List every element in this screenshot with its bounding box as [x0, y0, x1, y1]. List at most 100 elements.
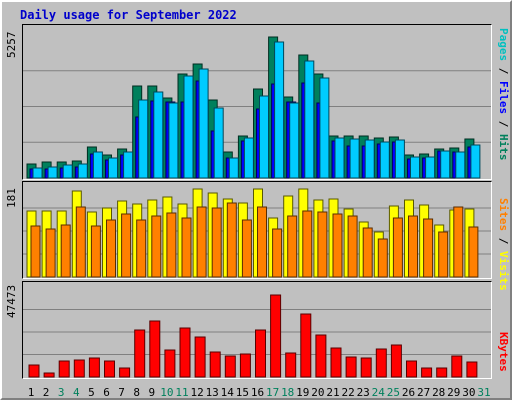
bar-kbytes-day-12 — [194, 336, 206, 378]
bar-kbytes-day-11 — [179, 327, 191, 378]
bar-sites-day-16 — [257, 206, 267, 278]
sites-visits-plot — [23, 188, 491, 278]
day-tick-label: 11 — [175, 386, 189, 399]
day-tick-label: 23 — [356, 386, 370, 399]
bar-sites-day-19 — [302, 210, 313, 278]
day-tick-label: 8 — [133, 386, 140, 399]
bar-kbytes-day-24 — [375, 348, 387, 378]
bar-pages-day-2 — [47, 166, 58, 179]
day-tick-label: 29 — [447, 386, 461, 399]
bar-pages-day-11 — [183, 75, 194, 179]
bar-pages-day-4 — [77, 163, 88, 179]
day-tick-label: 13 — [205, 386, 219, 399]
ymax-label-bottom: 47473 — [5, 284, 18, 318]
bar-kbytes-day-29 — [451, 355, 463, 378]
day-tick-label: 24 — [371, 386, 385, 399]
bar-kbytes-day-10 — [164, 349, 176, 378]
legend-part: Sites — [497, 198, 510, 232]
day-tick-label: 20 — [311, 386, 325, 399]
day-tick-label: 15 — [235, 386, 250, 399]
day-tick-label: 7 — [118, 386, 125, 399]
bar-sites-day-18 — [287, 215, 298, 278]
bar-pages-day-20 — [319, 77, 330, 179]
bar-sites-day-22 — [347, 215, 358, 278]
bar-sites-day-13 — [211, 207, 222, 278]
bar-sites-day-11 — [181, 217, 192, 278]
bar-sites-day-24 — [377, 238, 388, 278]
panel-pages-files-hits — [22, 24, 492, 180]
bar-pages-day-5 — [92, 151, 103, 179]
bar-kbytes-day-28 — [436, 367, 448, 378]
bar-pages-day-14 — [228, 157, 239, 179]
bar-pages-day-26 — [410, 156, 420, 179]
bar-sites-day-23 — [362, 227, 373, 278]
bar-sites-day-1 — [30, 225, 41, 278]
day-tick-label: 19 — [296, 386, 310, 399]
bar-sites-day-7 — [121, 213, 132, 278]
day-tick-label: 2 — [42, 386, 50, 399]
day-tick-label: 26 — [401, 386, 416, 399]
bar-sites-day-27 — [423, 218, 434, 278]
bar-kbytes-day-16 — [255, 329, 266, 378]
bar-kbytes-day-19 — [300, 313, 312, 378]
legend-part: Files — [497, 81, 510, 115]
bar-sites-day-3 — [60, 224, 71, 278]
bar-kbytes-day-26 — [406, 360, 417, 378]
bar-pages-day-19 — [304, 60, 315, 179]
bar-pages-day-12 — [198, 68, 209, 179]
legend-pages-files-hits: Pages / Files / Hits — [497, 28, 510, 161]
bar-sites-day-21 — [332, 213, 343, 278]
bar-kbytes-day-25 — [390, 344, 402, 378]
legend-sites-visits: Sites / Visits — [497, 198, 510, 291]
bar-sites-day-10 — [166, 212, 177, 278]
bar-pages-day-28 — [440, 150, 451, 179]
legend-part: / — [497, 61, 510, 81]
bar-kbytes-day-9 — [149, 320, 161, 378]
day-tick-label: 10 — [160, 386, 174, 399]
bar-pages-day-23 — [364, 139, 375, 179]
bar-pages-day-27 — [425, 156, 436, 179]
bar-pages-day-13 — [213, 107, 224, 179]
bar-sites-day-6 — [106, 219, 116, 278]
day-tick-label: 3 — [57, 386, 65, 399]
day-tick-label: 5 — [88, 386, 95, 399]
bar-kbytes-day-8 — [134, 329, 146, 378]
bar-kbytes-day-4 — [73, 359, 85, 378]
day-tick-label: 14 — [220, 386, 234, 399]
day-tick-label: 9 — [148, 386, 156, 399]
legend-part: / — [497, 114, 510, 134]
day-tick-label: 4 — [72, 386, 80, 399]
day-tick-label: 25 — [386, 386, 401, 399]
bar-pages-day-21 — [334, 137, 345, 179]
bar-kbytes-day-17 — [270, 294, 282, 378]
bar-pages-day-10 — [168, 102, 179, 179]
bar-kbytes-day-20 — [315, 334, 327, 378]
ymax-label-middle: 181 — [5, 188, 18, 208]
bar-kbytes-day-2 — [43, 372, 55, 378]
day-tick-label: 17 — [265, 386, 280, 399]
day-tick-label: 1 — [27, 386, 35, 399]
ymax-label-top: 5257 — [5, 31, 18, 59]
bar-sites-day-8 — [136, 219, 147, 278]
bar-pages-day-29 — [455, 151, 466, 179]
bar-sites-day-15 — [241, 219, 252, 278]
bar-kbytes-day-14 — [224, 355, 236, 378]
bar-sites-day-17 — [272, 228, 283, 278]
bar-sites-day-4 — [75, 206, 86, 278]
day-tick-label: 18 — [281, 386, 295, 399]
legend-kbytes: KBytes — [497, 332, 510, 372]
panel-sites-visits — [22, 181, 492, 279]
bar-pages-day-22 — [349, 138, 360, 179]
bar-sites-day-2 — [45, 228, 56, 278]
day-tick-label: 31 — [477, 386, 491, 399]
bar-kbytes-day-1 — [28, 364, 40, 378]
bar-pages-day-6 — [108, 157, 118, 179]
day-tick-label: 12 — [190, 386, 204, 399]
day-tick-label: 30 — [462, 386, 476, 399]
bar-pages-day-15 — [243, 137, 254, 179]
bar-kbytes-day-3 — [58, 360, 70, 378]
legend-part: Pages — [497, 28, 510, 62]
day-tick-label: 27 — [416, 386, 431, 399]
bar-pages-day-1 — [32, 167, 43, 179]
legend-part: Visits — [497, 251, 510, 291]
